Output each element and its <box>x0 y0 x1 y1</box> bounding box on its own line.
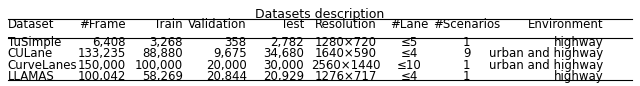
Text: 20,844: 20,844 <box>205 70 246 83</box>
Text: Datasets description: Datasets description <box>255 8 385 21</box>
Text: 58,269: 58,269 <box>142 70 183 83</box>
Text: 3,268: 3,268 <box>150 36 183 49</box>
Text: CurveLanes: CurveLanes <box>8 59 77 72</box>
Text: highway: highway <box>554 36 604 49</box>
Text: Test: Test <box>281 18 304 31</box>
Text: Environment: Environment <box>528 18 604 31</box>
Text: ≤5: ≤5 <box>401 36 418 49</box>
Text: Validation: Validation <box>188 18 246 31</box>
Text: 1276×717: 1276×717 <box>314 70 377 83</box>
Text: 9: 9 <box>463 47 470 60</box>
Text: TuSimple: TuSimple <box>8 36 61 49</box>
Text: 100,042: 100,042 <box>77 70 125 83</box>
Text: ≤4: ≤4 <box>401 70 418 83</box>
Text: 1640×590: 1640×590 <box>314 47 376 60</box>
Text: 9,675: 9,675 <box>213 47 246 60</box>
Text: 88,880: 88,880 <box>142 47 183 60</box>
Text: #Scenarios: #Scenarios <box>433 18 500 31</box>
Text: urban and highway: urban and highway <box>490 47 604 60</box>
Text: 2,782: 2,782 <box>271 36 304 49</box>
Text: 20,000: 20,000 <box>206 59 246 72</box>
Text: ≤4: ≤4 <box>401 47 418 60</box>
Text: 150,000: 150,000 <box>77 59 125 72</box>
Text: Dataset: Dataset <box>8 18 54 31</box>
Text: 34,680: 34,680 <box>263 47 304 60</box>
Text: LLAMAS: LLAMAS <box>8 70 54 83</box>
Text: CULane: CULane <box>8 47 53 60</box>
Text: 1: 1 <box>463 70 470 83</box>
Text: Train: Train <box>154 18 183 31</box>
Text: #Frame: #Frame <box>79 18 125 31</box>
Text: 133,235: 133,235 <box>77 47 125 60</box>
Text: 100,000: 100,000 <box>135 59 183 72</box>
Text: #Lane: #Lane <box>390 18 428 31</box>
Text: 30,000: 30,000 <box>264 59 304 72</box>
Text: 1280×720: 1280×720 <box>314 36 376 49</box>
Text: Resolution: Resolution <box>315 18 376 31</box>
Text: urban and highway: urban and highway <box>490 59 604 72</box>
Text: highway: highway <box>554 70 604 83</box>
Text: 1: 1 <box>463 59 470 72</box>
Text: 6,408: 6,408 <box>92 36 125 49</box>
Text: 2560×1440: 2560×1440 <box>311 59 380 72</box>
Text: 358: 358 <box>225 36 246 49</box>
Text: ≤10: ≤10 <box>397 59 422 72</box>
Text: 1: 1 <box>463 36 470 49</box>
Text: 20,929: 20,929 <box>263 70 304 83</box>
